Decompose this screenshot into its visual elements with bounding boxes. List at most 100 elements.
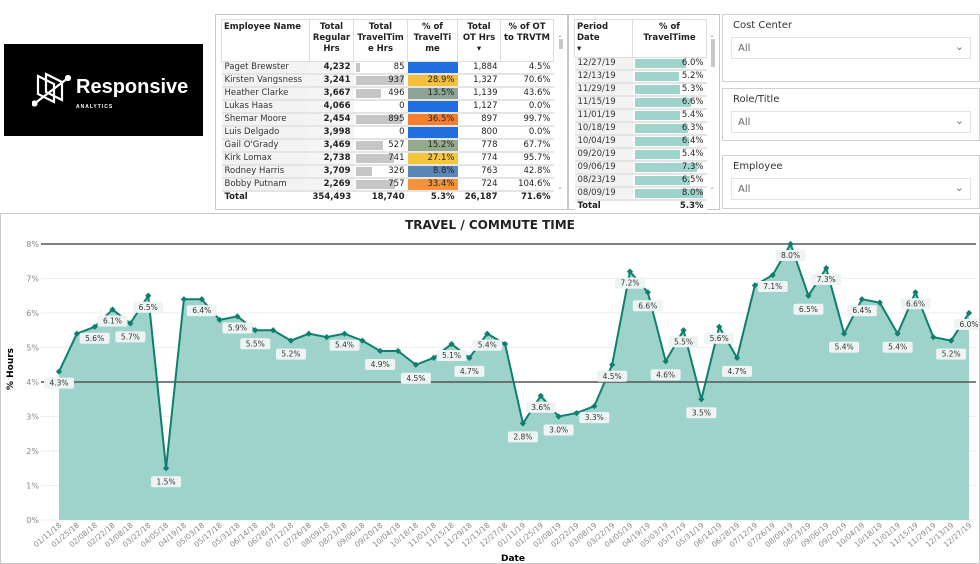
table-row[interactable]: Kirsten Vangsness 3,241 937 28.9% 1,327 70.6% [221,74,554,88]
traveltime-hrs-cell: 741 [353,152,408,166]
y-tick-label: 1% [26,482,39,491]
data-label-bg [757,281,788,293]
traveltime-value: 0 [399,127,405,137]
traveltime-value: 757 [388,179,405,189]
employee-name-cell: Paget Brewster [221,61,310,75]
data-label-bg [829,341,860,353]
col-employee-name[interactable]: Employee Name [221,19,310,62]
pct-value: 8.0% [681,188,704,198]
pct-value: 5.3% [681,84,704,94]
table-row[interactable]: Gail O'Grady 3,469 527 15.2% 778 67.7% [221,139,554,153]
chart-title: TRAVEL / COMMUTE TIME [405,218,575,232]
col-period-date-label: Period Date [577,22,609,43]
data-point [466,354,473,361]
scrollbar-thumb[interactable] [559,39,563,49]
data-label-bg [186,305,217,317]
pct-traveltime-cell: 28.9% [407,74,458,88]
pct-traveltime-cell: 2.0% [407,61,458,75]
ot-hrs-cell: 763 [457,165,501,179]
ot-hrs-cell: 1,139 [457,87,501,101]
employee-dropdown[interactable]: All ⌄ [731,178,971,200]
col-pct-traveltime[interactable]: % of TravelTime [632,19,707,58]
employee-table: Employee Name Total Regular Hrs Total Tr… [215,14,568,210]
table-row[interactable]: Heather Clarke 3,667 496 13.5% 1,139 43.6% [221,87,554,101]
role-title-dropdown[interactable]: All ⌄ [731,111,971,133]
traveltime-value: 937 [388,75,405,85]
period-date-cell: 10/18/19 [574,122,633,136]
traveltime-hrs-cell: 895 [353,113,408,127]
scrollbar-thumb[interactable] [711,39,715,67]
pct-traveltime-cell: 5.4% [632,109,707,123]
table-row[interactable]: 11/01/19 5.4% [574,109,707,123]
pct-traveltime-cell: 13.5% [407,87,458,101]
data-label-bg [597,370,628,382]
pct-value: 5.4% [681,110,704,120]
table-row[interactable]: Luis Delgado 3,998 0 0.0% 800 0.0% [221,126,554,140]
cost-center-dropdown[interactable]: All ⌄ [731,37,971,59]
data-point [127,320,134,327]
col-pct-traveltime[interactable]: % of TravelTime [407,19,458,62]
pct-traveltime-cell: 36.5% [407,113,458,127]
total-travel: 18,740 [353,191,408,203]
traveltime-hrs-cell: 527 [353,139,408,153]
pct-data-bar [634,189,703,198]
total-regular: 354,493 [309,191,354,203]
slicer-label: Cost Center [733,20,793,31]
table-row[interactable]: 10/18/19 6.3% [574,122,707,136]
data-point [912,289,919,296]
table-row[interactable]: 12/13/19 5.2% [574,70,707,84]
period-date-cell: 12/13/19 [574,70,633,84]
table-row[interactable]: Lukas Haas 4,066 0 0.0% 1,127 0.0% [221,100,554,114]
table-row[interactable]: 08/23/19 6.5% [574,174,707,188]
col-period-date[interactable]: Period Date ▾ [574,19,633,58]
table-row[interactable]: 09/20/19 5.4% [574,148,707,162]
pct-traveltime-cell: 6.6% [632,96,707,110]
table-row[interactable]: Kirk Lomax 2,738 741 27.1% 774 95.7% [221,152,554,166]
traveltime-data-bar [355,141,383,150]
dropdown-value: All [738,117,751,128]
pct-value: 6.5% [681,175,704,185]
traveltime-hrs-cell: 85 [353,61,408,75]
col-total-ot-hrs[interactable]: Total OT Hrs ▾ [457,19,501,62]
table-row[interactable]: 11/15/19 6.6% [574,96,707,110]
data-label: 2.8% [513,432,532,441]
scroll-down-icon[interactable]: ˇ [710,187,714,196]
traveltime-value: 496 [388,88,405,98]
chart-canvas: % Hours Date 0%1%2%3%4%5%6%7%8%4.3%01/11… [6,240,979,563]
total-ot_pct: 71.6% [500,191,554,203]
traveltime-data-bar [355,89,382,98]
table-row[interactable]: Shemar Moore 2,454 895 36.5% 897 99.7% [221,113,554,127]
employee-name-cell: Luis Delgado [221,126,310,140]
chevron-down-icon: ⌄ [954,181,964,194]
data-label: 6.5% [799,305,818,314]
table-row[interactable]: 09/06/19 7.3% [574,161,707,175]
col-total-traveltime-hrs[interactable]: Total TravelTime Hrs [353,19,408,62]
table-row[interactable]: 11/29/19 5.3% [574,83,707,97]
table-row[interactable]: 12/27/19 6.0% [574,57,707,71]
scroll-down-icon[interactable]: ˇ [558,187,562,196]
col-total-regular-hrs[interactable]: Total Regular Hrs [309,19,354,62]
table-row[interactable]: 08/09/19 8.0% [574,187,707,201]
total-label: Total [574,200,633,212]
col-pct-ot-to-trvtm[interactable]: % of OT to TRVTM [500,19,554,62]
data-label: 5.4% [835,343,854,352]
table-row[interactable]: Paget Brewster 4,232 85 2.0% 1,884 4.5% [221,61,554,75]
period-date-cell: 08/09/19 [574,187,633,201]
table-row[interactable]: 10/04/19 6.4% [574,135,707,149]
data-label-bg [793,303,824,315]
data-label-bg [668,336,699,348]
pct-value: 5.4% [681,149,704,159]
data-label-bg [632,300,663,312]
logo-name: Responsive [76,76,189,98]
period-date-cell: 09/06/19 [574,161,633,175]
responsive-analytics-logo: Responsive ANALYTICS [4,44,203,136]
total-row: Total 5.3% [574,200,707,212]
data-label: 6.6% [906,299,925,308]
traveltime-hrs-cell: 0 [353,126,408,140]
period-date-cell: 10/04/19 [574,135,633,149]
table-row[interactable]: Rodney Harris 3,709 326 8.8% 763 42.8% [221,165,554,179]
ot-pct-cell: 0.0% [500,126,554,140]
data-label: 1.5% [157,477,176,486]
traveltime-hrs-cell: 496 [353,87,408,101]
table-row[interactable]: Bobby Putnam 2,269 757 33.4% 724 104.6% [221,178,554,192]
